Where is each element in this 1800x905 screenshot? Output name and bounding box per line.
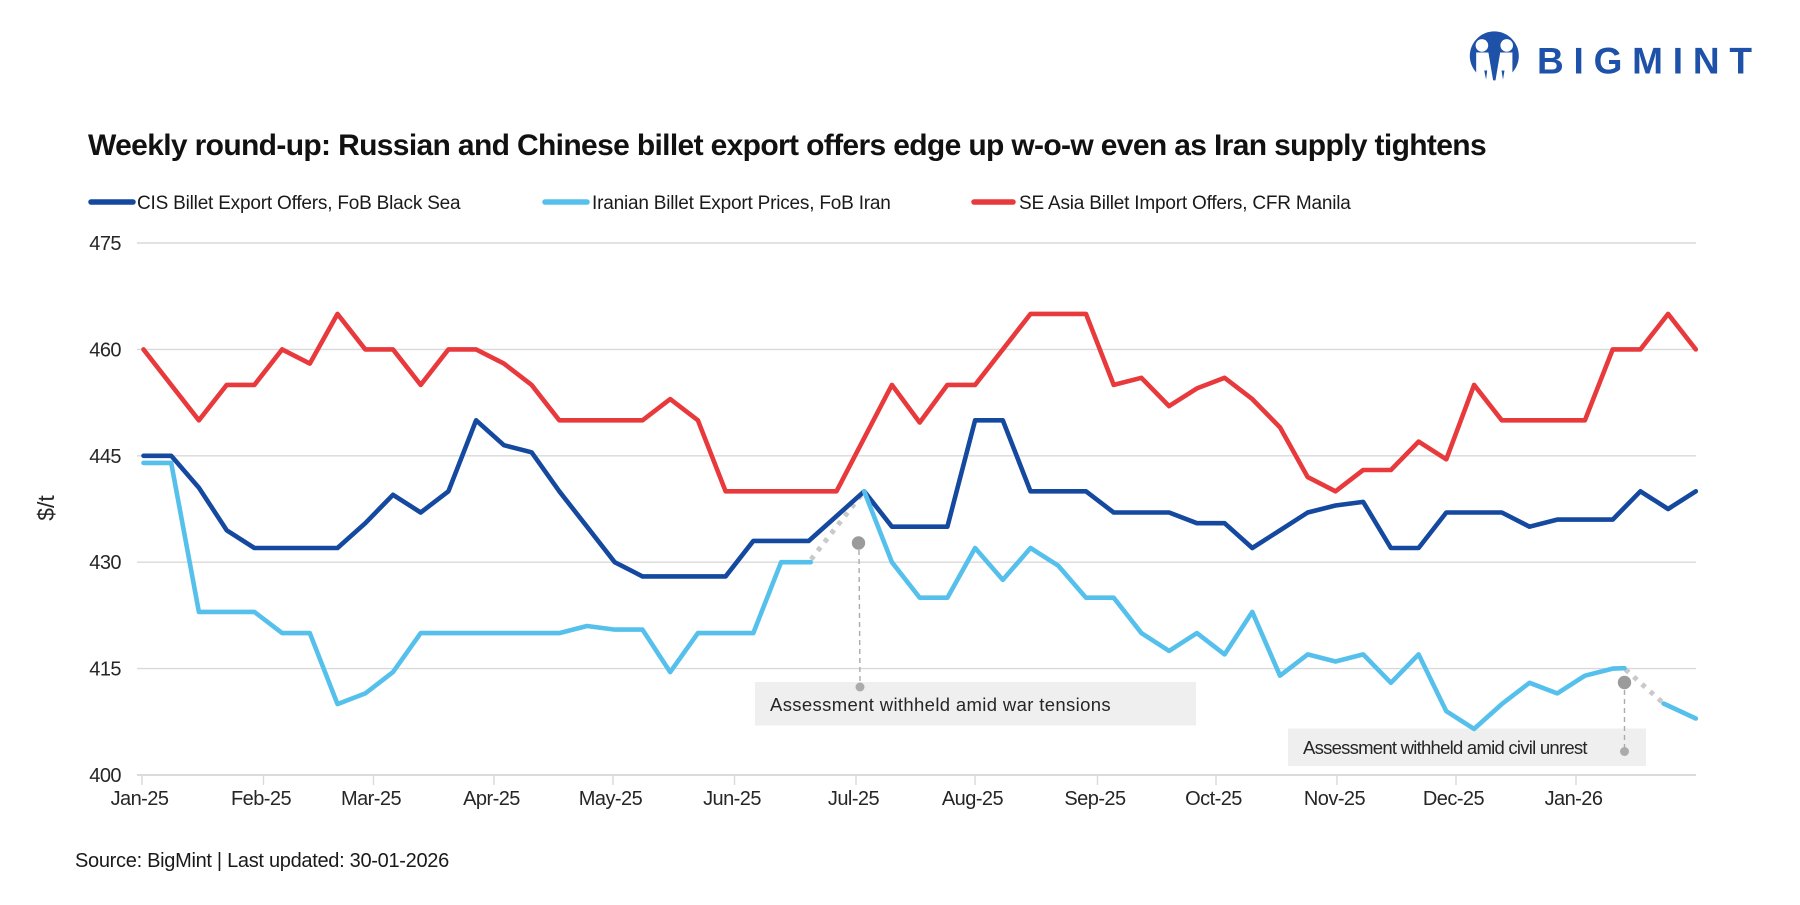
svg-text:Apr-25: Apr-25 [463, 788, 520, 810]
svg-text:Mar-25: Mar-25 [341, 788, 401, 810]
svg-text:BIGMINT: BIGMINT [1537, 41, 1762, 82]
svg-text:Nov-25: Nov-25 [1304, 788, 1366, 810]
svg-text:Sep-25: Sep-25 [1064, 788, 1126, 810]
svg-text:Jul-25: Jul-25 [828, 788, 880, 810]
svg-text:SE Asia Billet Import Offers,: SE Asia Billet Import Offers, CFR Manila [1019, 193, 1351, 214]
svg-text:Source: BigMint | Last updated: Source: BigMint | Last updated: 30-01-20… [75, 850, 449, 872]
svg-text:Iranian Billet Export Prices,: Iranian Billet Export Prices, FoB Iran [592, 193, 891, 214]
svg-text:475: 475 [89, 233, 121, 255]
svg-text:415: 415 [89, 659, 121, 681]
svg-text:460: 460 [89, 339, 121, 361]
svg-text:May-25: May-25 [579, 788, 643, 810]
svg-text:430: 430 [89, 552, 121, 574]
svg-text:Assessment withheld amid war: Assessment withheld amid war tensions [770, 694, 1111, 715]
svg-text:Jan-25: Jan-25 [111, 788, 169, 810]
svg-text:445: 445 [89, 446, 121, 468]
svg-text:Aug-25: Aug-25 [942, 788, 1004, 810]
svg-text:Assessment withheld amid civil: Assessment withheld amid civil unrest [1303, 737, 1587, 758]
svg-text:CIS Billet Export Offers, FoB: CIS Billet Export Offers, FoB Black Sea [137, 193, 461, 214]
svg-text:Oct-25: Oct-25 [1185, 788, 1242, 810]
svg-text:400: 400 [89, 765, 121, 787]
svg-text:Jun-25: Jun-25 [703, 788, 761, 810]
svg-text:Dec-25: Dec-25 [1423, 788, 1485, 810]
svg-text:Weekly round-up: Russian and C: Weekly round-up: Russian and Chinese bil… [88, 129, 1486, 162]
svg-text:Feb-25: Feb-25 [231, 788, 291, 810]
svg-text:Jan-26: Jan-26 [1545, 788, 1603, 810]
svg-text:$/t: $/t [33, 495, 59, 521]
